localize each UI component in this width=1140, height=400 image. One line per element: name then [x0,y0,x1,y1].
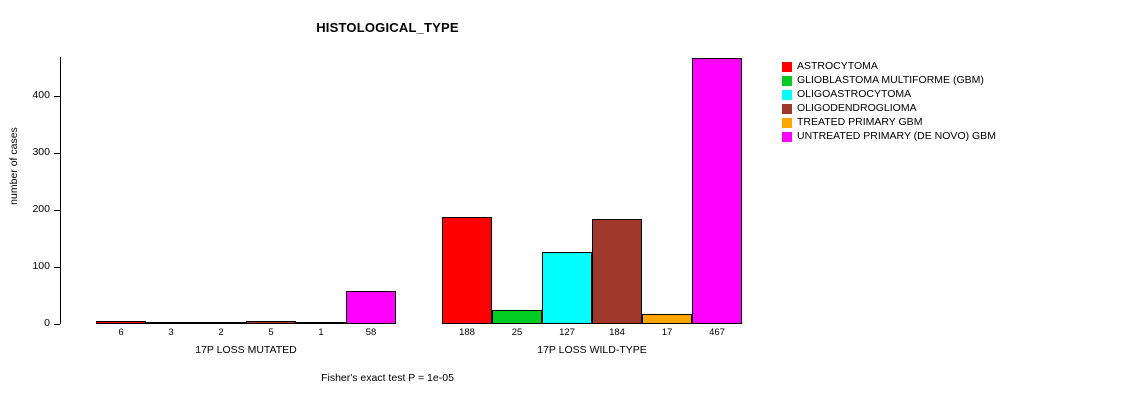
bar [246,321,296,324]
y-axis-tick [54,96,60,97]
y-axis-tick-label: 100 [32,260,50,272]
bar [592,219,642,324]
legend-item: OLIGOASTROCYTOMA [782,88,1132,101]
bar [542,251,592,324]
bar-count-label: 2 [218,327,224,338]
bar-count-label: 188 [459,327,475,338]
legend-item: TREATED PRIMARY GBM [782,116,1132,129]
legend-color-swatch [782,75,792,86]
page-title: HISTOLOGICAL_TYPE [316,20,459,35]
bar [296,322,346,324]
bar-count-label: 1 [318,327,324,338]
bar [96,320,146,324]
y-axis-tick-label: 200 [32,203,50,215]
bars-layer [60,46,760,324]
legend-color-swatch [782,89,792,100]
bar [346,290,396,324]
bar-count-label: 58 [365,327,377,338]
y-axis-tick-label: 0 [44,317,50,329]
legend-color-swatch [782,117,792,128]
bar-count-label: 467 [709,327,725,338]
bar [196,322,246,324]
legend-label: ASTROCYTOMA [797,60,878,72]
y-axis-tick [54,324,60,325]
legend-label: GLIOBLASTOMA MULTIFORME (GBM) [797,74,984,86]
bar [492,309,542,324]
y-axis-tick [54,153,60,154]
bar [146,322,196,324]
legend: ASTROCYTOMA GLIOBLASTOMA MULTIFORME (GBM)… [782,60,1132,144]
bar-count-label: 6 [118,327,124,338]
y-axis-tick-label: 300 [32,146,50,158]
legend-color-swatch [782,131,792,142]
x-axis-group-label: 17P LOSS MUTATED [195,344,297,356]
legend-color-swatch [782,61,792,72]
legend-color-swatch [782,103,792,114]
legend-item: GLIOBLASTOMA MULTIFORME (GBM) [782,74,1132,87]
bar-count-label: 17 [661,327,673,338]
statistical-annotation: Fisher's exact test P = 1e-05 [321,372,454,384]
legend-label: OLIGOASTROCYTOMA [797,88,912,100]
x-axis-group-label: 17P LOSS WILD-TYPE [537,344,647,356]
legend-label: UNTREATED PRIMARY (DE NOVO) GBM [797,130,996,142]
bar-count-label: 127 [559,327,575,338]
legend-item: ASTROCYTOMA [782,60,1132,73]
legend-item: OLIGODENDROGLIOMA [782,102,1132,115]
bar [642,314,692,324]
legend-item: UNTREATED PRIMARY (DE NOVO) GBM [782,130,1132,143]
bar [442,216,492,324]
y-axis-tick-label: 400 [32,89,50,101]
bar-count-label: 25 [511,327,523,338]
legend-label: OLIGODENDROGLIOMA [797,102,917,114]
y-axis-tick [54,267,60,268]
y-axis-tick [54,210,60,211]
bar [692,57,742,324]
bar-count-label: 184 [609,327,625,338]
y-axis-line [60,57,61,324]
bar-count-label: 5 [268,327,274,338]
bar-count-label: 3 [168,327,174,338]
legend-label: TREATED PRIMARY GBM [797,116,923,128]
